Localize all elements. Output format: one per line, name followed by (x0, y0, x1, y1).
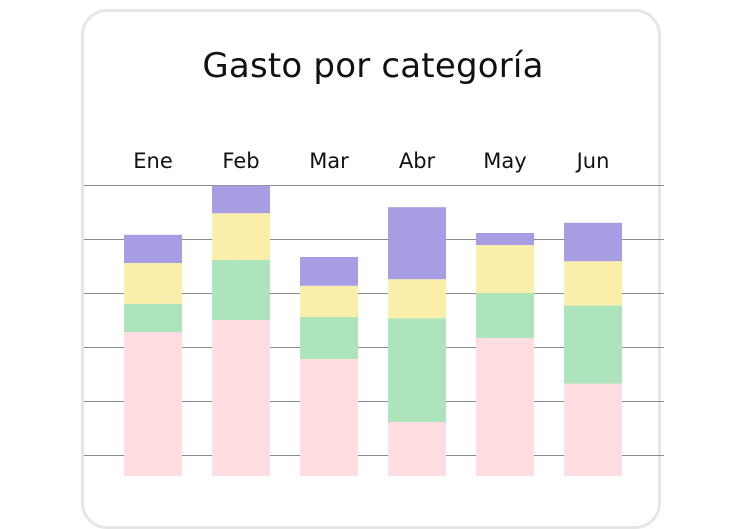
bars (124, 185, 622, 476)
bar-segment-abr-2 (388, 279, 446, 319)
stacked-bar-chart: Ene Feb Mar Abr May Jun (84, 149, 664, 476)
bar-segment-may-1 (476, 293, 534, 338)
bar-segment-ene-2 (124, 263, 182, 304)
bar-segment-mar-2 (300, 285, 358, 317)
bar-segment-may-0 (476, 338, 534, 476)
bar-segment-abr-1 (388, 318, 446, 422)
bar-segment-may-2 (476, 245, 534, 293)
x-tick-label: Ene (133, 149, 173, 173)
x-tick-label: Feb (222, 149, 259, 173)
chart-title: Gasto por categoría (202, 46, 544, 86)
x-tick-label: Mar (309, 149, 349, 173)
bar-segment-mar-0 (300, 359, 358, 476)
bar-segment-abr-0 (388, 422, 446, 476)
bar-segment-ene-1 (124, 303, 182, 332)
bar-segment-ene-0 (124, 332, 182, 476)
bar-segment-ene-3 (124, 234, 182, 263)
bar-segment-jun-2 (564, 261, 622, 306)
x-tick-labels: Ene Feb Mar Abr May Jun (133, 149, 609, 173)
bar-segment-mar-3 (300, 257, 358, 286)
bar-segment-may-3 (476, 233, 534, 245)
bar-segment-feb-0 (212, 320, 270, 476)
x-tick-label: Abr (399, 149, 436, 173)
bar-segment-feb-3 (212, 185, 270, 214)
bar-segment-mar-1 (300, 317, 358, 359)
bar-segment-jun-1 (564, 305, 622, 384)
x-tick-label: May (483, 149, 526, 173)
bar-segment-jun-0 (564, 383, 622, 476)
bar-segment-feb-1 (212, 260, 270, 320)
bar-segment-abr-3 (388, 207, 446, 280)
bar-segment-jun-3 (564, 222, 622, 262)
bar-segment-feb-2 (212, 213, 270, 260)
x-tick-label: Jun (575, 149, 610, 173)
